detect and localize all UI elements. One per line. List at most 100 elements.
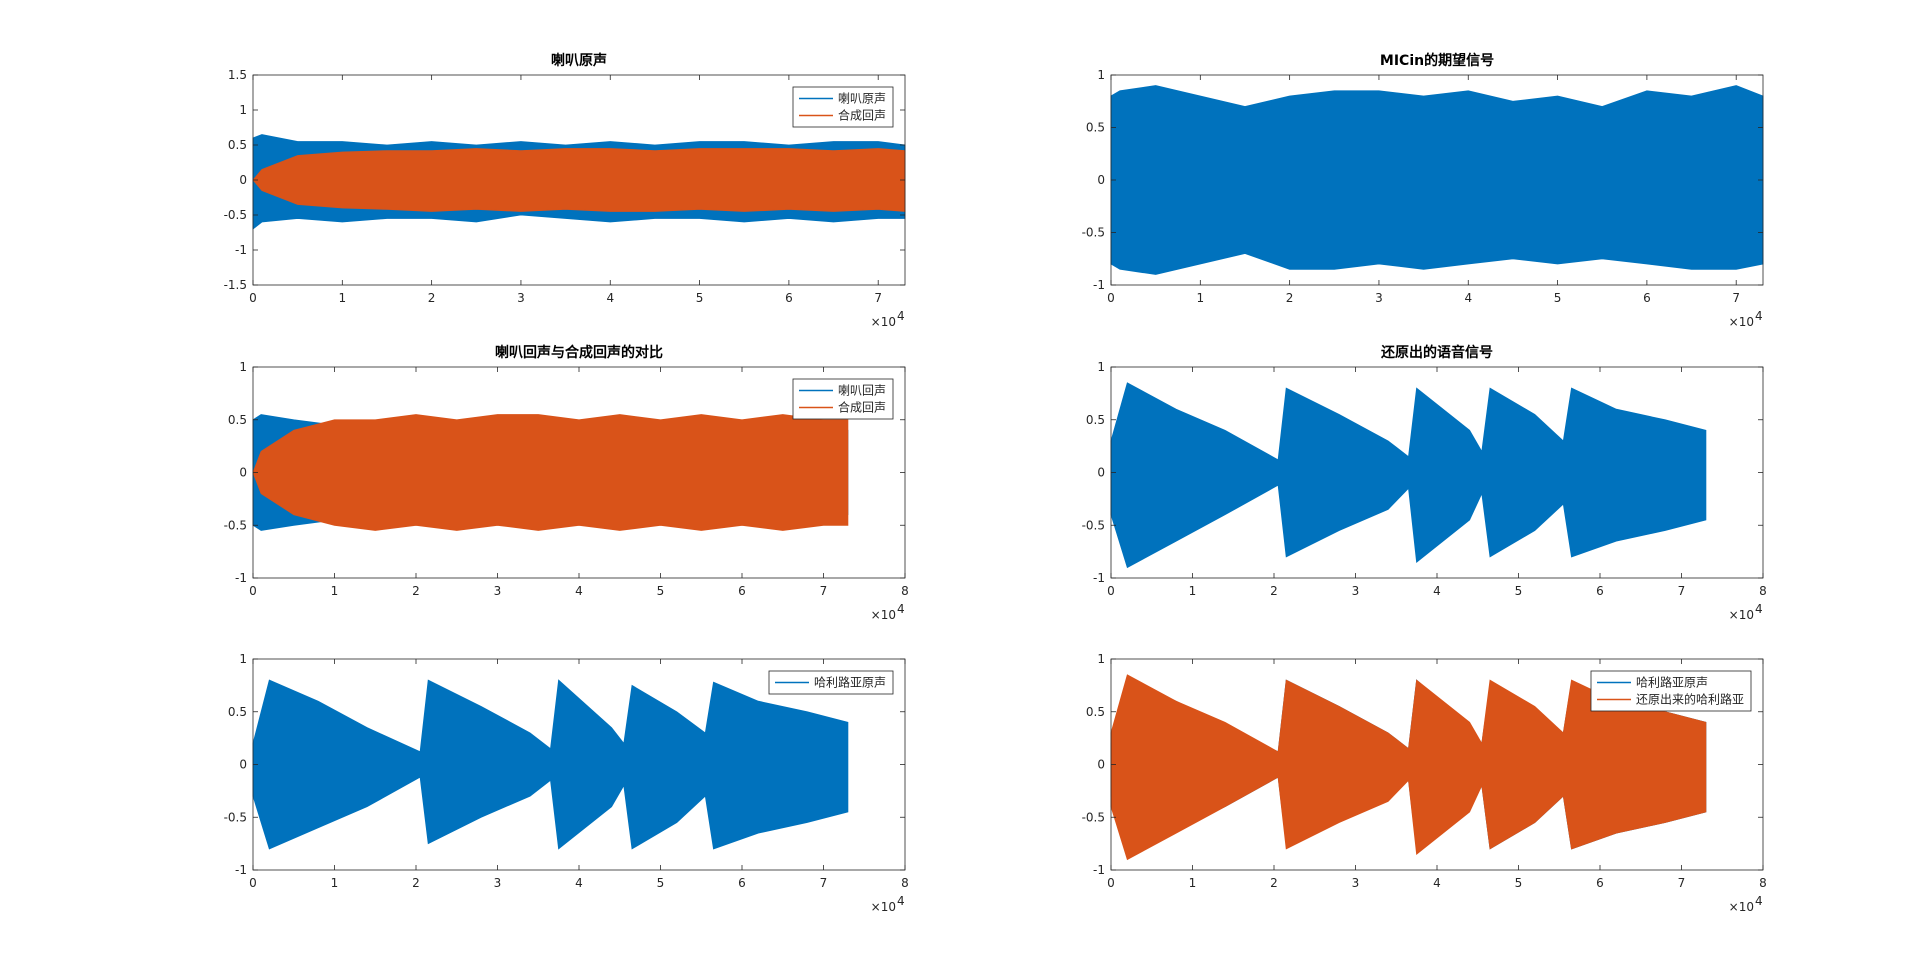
x-tick-label: 0 — [1107, 876, 1115, 890]
waveform — [1110, 85, 1764, 275]
chart-title: 喇叭原声 — [551, 52, 607, 69]
legend-label: 喇叭回声 — [838, 383, 886, 398]
x-exponent-power: 4 — [897, 602, 905, 616]
x-tick-label: 5 — [1515, 876, 1523, 890]
x-tick-label: 6 — [785, 291, 793, 305]
y-tick-label: 0.5 — [1086, 413, 1105, 427]
y-tick-label: -1 — [1093, 863, 1105, 877]
legend: 哈利路亚原声 — [768, 670, 894, 695]
x-tick-label: 0 — [249, 291, 257, 305]
x-tick-label: 6 — [1596, 584, 1604, 598]
x-tick-label: 7 — [820, 876, 828, 890]
x-tick-label: 1 — [1196, 291, 1204, 305]
legend-label: 还原出来的哈利路亚 — [1636, 692, 1744, 707]
x-tick-label: 2 — [1286, 291, 1294, 305]
y-tick-label: 0.5 — [1086, 705, 1105, 719]
y-tick-label: 0.5 — [1086, 121, 1105, 135]
subplot: 喇叭原声-1.5-1-0.500.511.50 1 2 3 4 5 6 7×10 4喇叭原声合成… — [224, 52, 906, 329]
waveform — [252, 414, 849, 531]
x-tick-label: 8 — [901, 584, 909, 598]
x-tick-label: 8 — [1759, 876, 1767, 890]
y-tick-label: 0 — [239, 758, 247, 772]
legend-label: 哈利路亚原声 — [814, 675, 886, 690]
y-tick-label: -0.5 — [1082, 518, 1105, 532]
x-tick-label: 2 — [1270, 584, 1278, 598]
y-tick-label: -1 — [235, 243, 247, 257]
x-tick-label: 3 — [1352, 584, 1360, 598]
x-tick-label: 5 — [1554, 291, 1562, 305]
x-tick-label: 1 — [331, 584, 339, 598]
y-tick-label: 0 — [239, 466, 247, 480]
y-tick-label: -0.5 — [1082, 810, 1105, 824]
chart-title: 还原出的语音信号 — [1380, 344, 1493, 361]
x-tick-label: 3 — [494, 584, 502, 598]
x-tick-label: 1 — [1189, 876, 1197, 890]
legend-label: 哈利路亚原声 — [1636, 675, 1708, 690]
y-tick-label: -0.5 — [1082, 226, 1105, 240]
x-tick-label: 6 — [1643, 291, 1651, 305]
x-tick-label: 7 — [820, 584, 828, 598]
x-tick-label: 3 — [517, 291, 525, 305]
x-tick-label: 1 — [338, 291, 346, 305]
y-tick-label: 0 — [239, 173, 247, 187]
y-tick-label: 1.5 — [228, 68, 247, 82]
x-tick-label: 6 — [738, 584, 746, 598]
y-tick-label: -1 — [235, 863, 247, 877]
y-tick-label: 1 — [239, 360, 247, 374]
x-tick-label: 4 — [1464, 291, 1472, 305]
y-tick-label: -1 — [1093, 278, 1105, 292]
x-tick-label: 0 — [1107, 291, 1115, 305]
x-tick-label: 0 — [249, 876, 257, 890]
x-tick-label: 0 — [249, 584, 257, 598]
legend-box — [792, 86, 894, 128]
x-tick-label: 6 — [738, 876, 746, 890]
waveform — [252, 148, 906, 212]
x-tick-label: 0 — [1107, 584, 1115, 598]
x-exponent-power: 4 — [1755, 602, 1763, 616]
y-tick-label: -0.5 — [224, 810, 247, 824]
x-tick-label: 5 — [696, 291, 704, 305]
legend-box — [768, 670, 894, 695]
waveform — [1110, 382, 1707, 569]
y-tick-label: 0.5 — [228, 705, 247, 719]
y-tick-label: 1 — [1097, 360, 1105, 374]
x-tick-label: 4 — [575, 876, 583, 890]
x-tick-label: 1 — [331, 876, 339, 890]
subplot: MICin的期望信号-1-0.500.510 1 2 3 4 5 6 7×10 4 — [1082, 52, 1764, 329]
y-tick-label: -1 — [235, 571, 247, 585]
x-tick-label: 2 — [412, 876, 420, 890]
x-tick-label: 4 — [1433, 584, 1441, 598]
x-exponent-power: 4 — [897, 894, 905, 908]
x-tick-label: 4 — [575, 584, 583, 598]
x-exponent: ×10 — [871, 900, 896, 914]
x-tick-label: 4 — [606, 291, 614, 305]
x-tick-label: 8 — [901, 876, 909, 890]
y-tick-label: 0.5 — [228, 138, 247, 152]
x-tick-label: 3 — [1375, 291, 1383, 305]
legend-label: 喇叭原声 — [838, 91, 886, 106]
y-tick-label: 1 — [1097, 68, 1105, 82]
legend-box — [792, 378, 894, 420]
x-tick-label: 3 — [494, 876, 502, 890]
x-exponent: ×10 — [1729, 315, 1754, 329]
x-tick-label: 2 — [412, 584, 420, 598]
x-tick-label: 4 — [1433, 876, 1441, 890]
x-exponent: ×10 — [871, 315, 896, 329]
waveform — [1110, 674, 1707, 861]
x-tick-label: 6 — [1596, 876, 1604, 890]
y-tick-label: -0.5 — [224, 518, 247, 532]
x-tick-label: 1 — [1189, 584, 1197, 598]
subplot: 喇叭回声与合成回声的对比-1-0.500.510 1 2 3 4 5 6 7 8×10 4喇叭回声… — [224, 344, 909, 622]
y-tick-label: 1 — [239, 652, 247, 666]
x-tick-label: 5 — [657, 876, 665, 890]
subplot: 还原出的语音信号-1-0.500.510 1 2 3 4 5 6 7 8×10 4 — [1082, 344, 1767, 622]
x-tick-label: 3 — [1352, 876, 1360, 890]
y-tick-label: 1 — [1097, 652, 1105, 666]
y-tick-label: -0.5 — [224, 208, 247, 222]
